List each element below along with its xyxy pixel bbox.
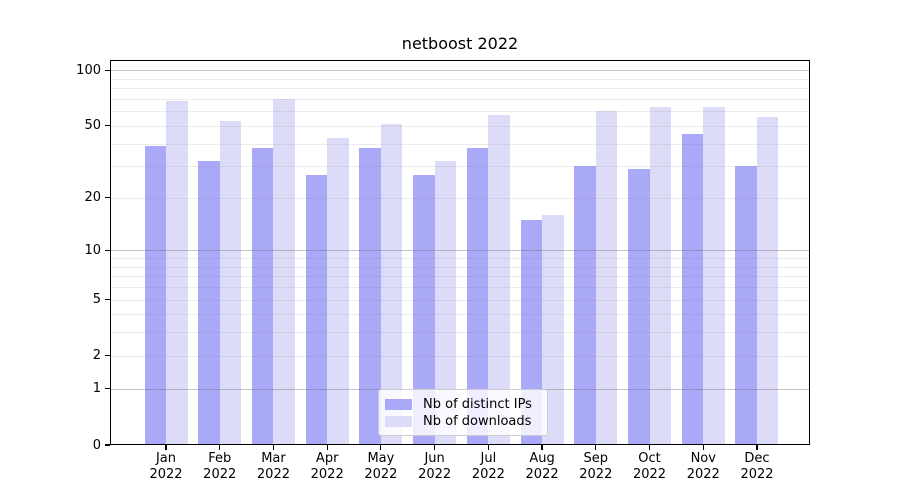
bar-distinct-ips [520,219,543,445]
bar-downloads [380,124,403,445]
x-tick-mark [541,445,543,450]
y-tick-label: 1 [92,381,101,397]
x-tick-label: Jan 2022 [149,451,183,482]
y-tick-mark [105,355,110,357]
bar-distinct-ips [574,166,596,445]
bar-downloads [434,161,457,445]
y-tick-mark [105,249,110,251]
x-tick-label: Aug 2022 [525,451,559,482]
x-tick-mark [326,445,328,450]
x-tick-label: Sep 2022 [579,451,613,482]
y-tick-label: 2 [92,348,101,364]
x-tick-mark [595,445,597,450]
x-tick-mark [434,445,436,450]
legend-box: Nb of distinct IPs Nb of downloads [378,389,548,436]
bar-downloads [488,115,510,445]
bar-distinct-ips [466,147,489,445]
bar-downloads [327,137,349,445]
legend-label-downloads: Nb of downloads [423,414,532,429]
x-tick-label: Oct 2022 [632,451,667,482]
bar-downloads [219,121,242,445]
y-tick-mark [105,125,110,127]
legend-label-distinct-ips: Nb of distinct IPs [423,397,532,412]
bar-distinct-ips [413,174,435,445]
x-tick-label: Dec 2022 [740,451,774,482]
x-tick-label: Nov 2022 [686,451,720,482]
bar-downloads [273,99,295,445]
chart-title: netboost 2022 [401,34,519,53]
bar-downloads [703,107,725,445]
x-tick-mark [380,445,382,450]
x-tick-mark [756,445,758,450]
x-tick-label: Jun 2022 [418,451,452,482]
bar-distinct-ips [735,166,757,445]
x-tick-label: Feb 2022 [203,451,237,482]
legend-item-downloads: Nb of downloads [385,413,547,430]
y-tick-label: 50 [84,118,101,134]
legend-swatch-distinct-ips [385,399,412,410]
y-tick-label: 20 [84,190,101,206]
x-tick-label: Jul 2022 [471,451,505,482]
y-tick-label: 10 [84,242,101,258]
y-tick-mark [105,197,110,199]
x-tick-label: May 2022 [364,451,398,482]
bar-distinct-ips [305,174,328,445]
bar-distinct-ips [681,134,704,445]
legend-swatch-downloads [385,416,412,427]
bar-downloads [756,116,779,445]
y-tick-label: 100 [76,62,101,78]
bar-distinct-ips [628,168,650,445]
y-tick-mark [105,69,110,71]
y-tick-label: 0 [92,437,101,453]
y-tick-label: 5 [92,292,101,308]
y-tick-mark [105,388,110,390]
y-tick-mark [105,298,110,301]
x-tick-mark [648,445,651,450]
legend-item-distinct-ips: Nb of distinct IPs [385,396,547,413]
x-tick-mark [165,445,167,450]
x-tick-label: Apr 2022 [310,451,344,482]
bar-distinct-ips [251,147,274,445]
x-tick-label: Mar 2022 [256,451,290,482]
bar-distinct-ips [198,161,220,445]
y-tick-mark [105,444,110,446]
x-tick-mark [272,445,275,450]
bar-distinct-ips [144,145,166,445]
bar-downloads [595,111,618,445]
bar-downloads [542,215,564,445]
bar-downloads [649,107,672,445]
x-tick-mark [702,445,704,450]
x-tick-mark [487,445,489,450]
x-tick-mark [219,445,221,450]
bar-downloads [166,101,188,445]
bar-distinct-ips [359,147,381,445]
